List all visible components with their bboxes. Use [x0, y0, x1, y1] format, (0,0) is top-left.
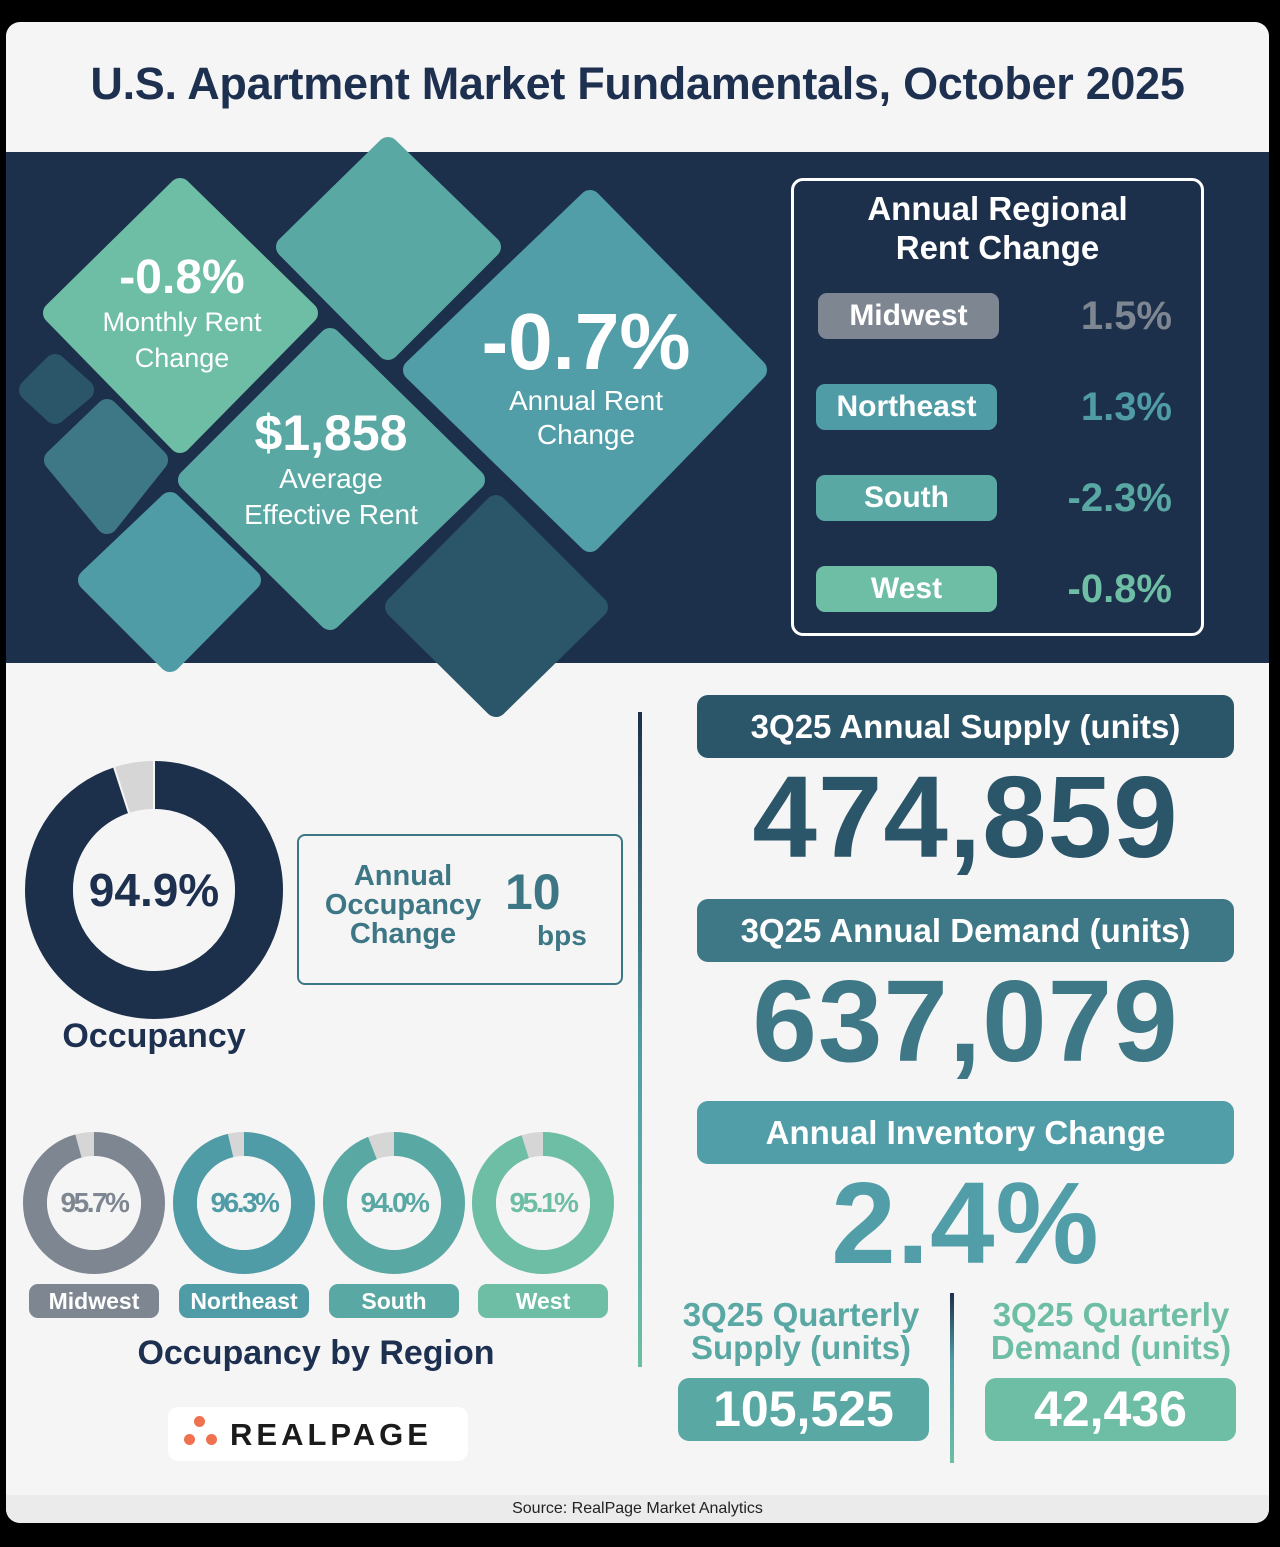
annual-demand-value: 637,079	[752, 956, 1179, 1086]
annual-rent-change-label-1: Annual Rent	[508, 385, 664, 416]
donut-chart-icon	[173, 1132, 315, 1274]
quarterly-demand-label-1: 3Q25 Quarterly	[992, 1296, 1230, 1333]
monthly-rent-change-label-2: Change	[134, 343, 230, 373]
region-label-northeast: Northeast	[179, 1284, 309, 1318]
annual-occupancy-change-box: Annual Occupancy Change 10 bps	[297, 834, 623, 985]
regional-rent-row-west: West -0.8%	[816, 566, 1178, 612]
occupancy-by-region-title: Occupancy by Region	[137, 1334, 495, 1372]
region-rent-value: 1.5%	[1080, 294, 1172, 338]
region-occupancy-value: 96.3%	[210, 1187, 280, 1218]
donut-chart-icon	[23, 1132, 165, 1274]
region-pill: Northeast	[816, 384, 997, 430]
regional-rent-row-northeast: Northeast 1.3%	[816, 384, 1178, 430]
quarterly-demand-value: 42,436	[985, 1378, 1236, 1441]
annual-occupancy-change-unit: bps	[537, 920, 587, 951]
annual-demand-header: 3Q25 Annual Demand (units)	[697, 899, 1234, 962]
occupancy-value: 94.9%	[88, 864, 220, 916]
quarterly-demand-label-2: Demand (units)	[990, 1329, 1232, 1366]
quarterly-supply-label-2: Supply (units)	[691, 1329, 911, 1366]
section-divider	[638, 712, 642, 1367]
donut-chart-icon	[472, 1132, 614, 1274]
region-occupancy-value: 95.7%	[60, 1187, 130, 1218]
quarterly-supply-label: 3Q25 Quarterly Supply (units)	[666, 1298, 936, 1364]
quarterly-supply-value: 105,525	[678, 1378, 929, 1441]
monthly-rent-change-value: -0.8%	[119, 251, 245, 304]
region-label-west: West	[478, 1284, 608, 1318]
infographic-card: U.S. Apartment Market Fundamentals, Octo…	[6, 22, 1269, 1523]
occupancy-label: Occupancy	[62, 1017, 246, 1055]
occ-change-label-1: Annual	[353, 860, 453, 892]
region-rent-value: -0.8%	[1067, 567, 1173, 611]
quarterly-supply-label-1: 3Q25 Quarterly	[682, 1296, 920, 1333]
logo-wordmark: REALPAGE	[230, 1417, 432, 1452]
occ-change-label-2: Occupancy	[324, 889, 482, 921]
region-occupancy-value: 94.0%	[360, 1187, 430, 1218]
logo-dot-icon	[184, 1434, 195, 1445]
average-effective-rent-value: $1,858	[254, 405, 408, 461]
annual-supply-header: 3Q25 Annual Supply (units)	[697, 695, 1234, 758]
annual-supply-value: 474,859	[752, 752, 1179, 882]
occupancy-donut-northeast: 96.3%	[173, 1132, 315, 1274]
donut-chart-icon	[323, 1132, 465, 1274]
annual-occupancy-change-value: 10	[505, 864, 561, 920]
regional-rent-row-south: South -2.3%	[816, 475, 1178, 521]
occupancy-donut-south: 94.0%	[323, 1132, 465, 1274]
average-effective-rent-label-1: Average	[279, 463, 383, 494]
region-pill: West	[816, 566, 997, 612]
donut-chart-icon	[25, 760, 283, 1019]
region-rent-value: 1.3%	[1080, 385, 1172, 429]
inventory-change-header: Annual Inventory Change	[697, 1101, 1234, 1164]
regional-rent-title-line2: Rent Change	[895, 229, 1100, 266]
region-pill: Midwest	[818, 293, 999, 339]
region-pill: South	[816, 475, 997, 521]
region-label-midwest: Midwest	[29, 1284, 159, 1318]
source-footer: Source: RealPage Market Analytics	[6, 1495, 1269, 1523]
monthly-rent-change-stat: -0.8% Monthly Rent Change	[74, 252, 290, 376]
quarterly-divider	[950, 1293, 954, 1463]
page-title: U.S. Apartment Market Fundamentals, Octo…	[90, 58, 1185, 109]
region-label-south: South	[329, 1284, 459, 1318]
annual-occupancy-change-label: Annual Occupancy Change	[313, 862, 493, 949]
region-rent-value: -2.3%	[1067, 476, 1173, 520]
inventory-change-value: 2.4%	[831, 1158, 1100, 1288]
occupancy-donut-midwest: 95.7%	[23, 1132, 165, 1274]
occ-change-label-3: Change	[349, 918, 457, 950]
regional-rent-change-title: Annual Regional Rent Change	[794, 189, 1201, 267]
annual-rent-change-label-2: Change	[536, 419, 636, 450]
monthly-rent-change-label-1: Monthly Rent	[102, 307, 262, 337]
annual-rent-change-value: -0.7%	[481, 297, 691, 386]
logo-dot-icon	[194, 1416, 205, 1427]
average-effective-rent-label-2: Effective Rent	[244, 499, 418, 530]
region-occupancy-value: 95.1%	[509, 1187, 579, 1218]
regional-rent-change-panel: Annual Regional Rent Change Midwest 1.5%…	[791, 178, 1204, 636]
occupancy-donut: 94.9%	[24, 760, 284, 1020]
occupancy-donut-west: 95.1%	[472, 1132, 614, 1274]
regional-rent-title-line1: Annual Regional	[867, 190, 1128, 227]
logo-dot-icon	[206, 1434, 217, 1445]
realpage-logo: REALPAGE	[168, 1407, 468, 1461]
annual-rent-change-stat: -0.7% Annual Rent Change	[446, 300, 726, 452]
average-effective-rent-stat: $1,858 Average Effective Rent	[211, 405, 451, 533]
regional-rent-row-midwest: Midwest 1.5%	[818, 293, 1178, 339]
quarterly-demand-label: 3Q25 Quarterly Demand (units)	[976, 1298, 1246, 1364]
